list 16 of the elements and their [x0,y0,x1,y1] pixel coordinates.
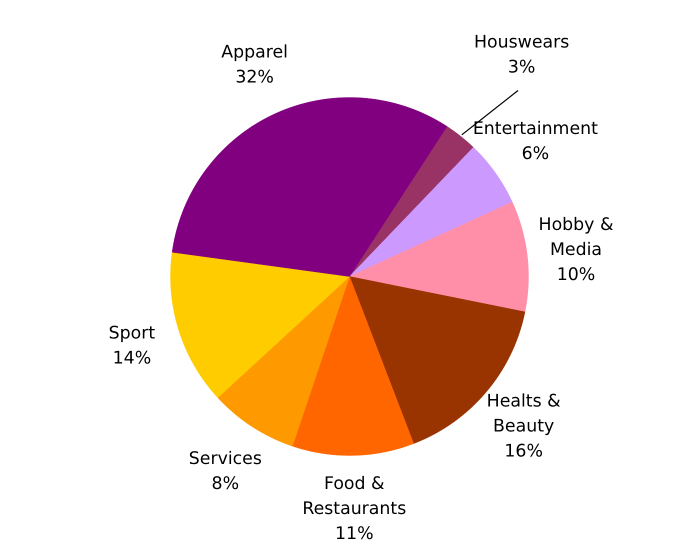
slice-label: Apparel [221,42,288,62]
data-label: 32% [235,67,274,88]
data-label: 14% [112,348,152,369]
data-label: 10% [556,264,596,285]
slice-label: Food & Restaurants [302,474,406,520]
slice-label: Houswears [474,32,570,52]
slice-label: Healts & Beauty [486,392,561,437]
data-label: 3% [508,57,536,78]
data-label: 6% [522,144,550,164]
slice-label: Services [188,449,262,470]
slice-label: Entertainment [472,119,598,140]
slice-label: Hobby & Media [538,214,614,260]
data-label: 11% [335,524,374,544]
data-label: 8% [212,474,240,494]
data-label: 16% [504,442,543,462]
slice-label: Sport [108,324,156,344]
